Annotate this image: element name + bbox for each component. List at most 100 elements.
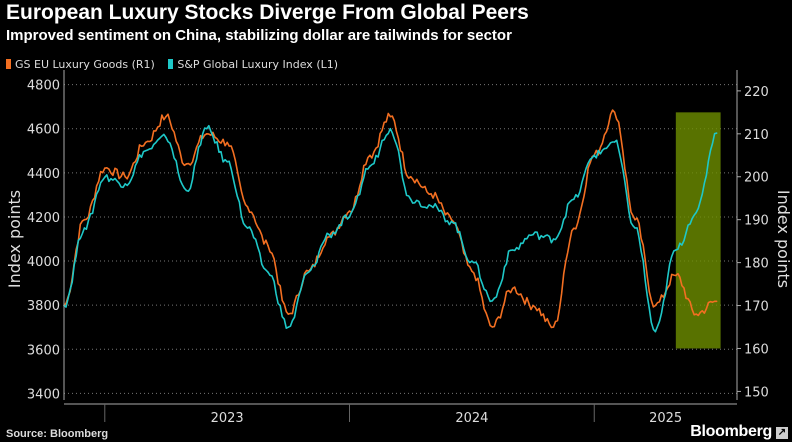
series-0-point-18 (430, 193, 432, 195)
series-0-point-11 (287, 313, 290, 315)
series-0-point-9 (246, 206, 249, 208)
y-tick-left-4600: 4600 (27, 123, 60, 138)
series-1-point-18 (430, 205, 432, 207)
series-1-point-17 (409, 198, 412, 201)
series-line-0 (63, 109, 717, 329)
chart-subtitle: Improved sentiment on China, stabilizing… (6, 27, 512, 44)
series-0-point-23 (532, 304, 534, 307)
series-0-point-7 (206, 133, 208, 135)
bloomberg-mark-icon: ↗ (776, 427, 788, 439)
y-tick-left-4000: 4000 (27, 255, 60, 270)
y-tick-left-3600: 3600 (27, 343, 60, 358)
legend: GS EU Luxury Goods (R1) S&P Global Luxur… (6, 58, 348, 71)
series-1-point-29 (654, 330, 657, 333)
series-1-point-21 (491, 300, 494, 302)
bloomberg-logo: Bloomberg (690, 423, 772, 440)
y-tick-right-210: 210 (744, 128, 769, 143)
series-1-point-22 (511, 249, 514, 251)
y-tick-left-3800: 3800 (27, 299, 60, 314)
series-0-point-29 (654, 304, 657, 307)
series-1-point-15 (369, 165, 371, 167)
series-0-point-24 (552, 326, 555, 328)
series-0-point-3 (124, 175, 126, 178)
series-1-point-27 (613, 141, 616, 143)
series-0-point-25 (573, 227, 575, 230)
series-0-point-10 (267, 244, 269, 247)
series-0-point-31 (695, 313, 697, 315)
series-1-point-7 (206, 127, 208, 130)
series-0-point-17 (409, 175, 412, 178)
series-0-point-6 (185, 163, 188, 165)
y-tick-right-150: 150 (744, 385, 769, 400)
y-tick-left-4200: 4200 (27, 211, 60, 226)
series-1-point-6 (185, 189, 188, 192)
legend-item-sp: S&P Global Luxury Index (L1) (168, 58, 338, 71)
y-tick-right-220: 220 (744, 85, 769, 100)
series-1-point-20 (471, 260, 473, 262)
series-1-point-10 (267, 271, 269, 273)
series-1-point-24 (552, 238, 555, 240)
series-1-point-16 (389, 127, 392, 130)
series-0-point-19 (450, 218, 453, 221)
series-0-point-8 (226, 141, 228, 144)
y-tick-left-4400: 4400 (27, 167, 60, 182)
chart-title: European Luxury Stocks Diverge From Glob… (6, 1, 529, 24)
x-tick-2024: 2024 (455, 411, 488, 426)
series-0-point-20 (471, 270, 473, 273)
series-1-point-28 (634, 227, 636, 229)
legend-item-gs: GS EU Luxury Goods (R1) (6, 58, 158, 71)
series-0-point-28 (634, 218, 636, 221)
series-0-point-1 (83, 218, 86, 221)
series-1-point-11 (287, 326, 290, 329)
series-1-point-12 (307, 271, 310, 273)
series-0-point-27 (613, 111, 616, 114)
highlight-box (675, 112, 721, 349)
y-axis-label-left: Index points (5, 190, 24, 288)
series-1-point-2 (104, 176, 106, 178)
series-layer (63, 109, 718, 333)
series-1-point-30 (675, 249, 677, 251)
y-tick-right-180: 180 (744, 257, 769, 272)
series-1-point-13 (328, 233, 330, 236)
series-1-point-23 (532, 233, 534, 236)
legend-label-sp: S&P Global Luxury Index (L1) (177, 58, 339, 71)
series-1-point-4 (144, 150, 147, 152)
series-0-point-32 (715, 300, 718, 303)
series-0-point-30 (675, 274, 677, 277)
series-line-1 (63, 124, 717, 333)
series-0-point-14 (348, 210, 351, 212)
source-note: Source: Bloomberg (6, 428, 109, 440)
series-1-point-14 (348, 216, 351, 218)
y-tick-right-200: 200 (744, 171, 769, 186)
series-1-point-26 (593, 154, 595, 156)
y-tick-left-3400: 3400 (27, 387, 60, 402)
series-0-point-21 (491, 326, 494, 328)
legend-swatch-gs (6, 59, 11, 69)
series-0-point-2 (104, 167, 106, 169)
series-1-point-19 (450, 220, 453, 223)
x-tick-2025: 2025 (649, 411, 682, 426)
series-1-point-1 (83, 227, 86, 229)
legend-label-gs: GS EU Luxury Goods (R1) (15, 58, 155, 71)
y-tick-left-4800: 4800 (27, 79, 60, 94)
series-1-point-25 (573, 198, 575, 201)
grid (64, 84, 737, 394)
x-tick-2023: 2023 (211, 411, 244, 426)
series-1-point-9 (246, 227, 249, 229)
y-tick-right-170: 170 (744, 300, 769, 315)
series-1-point-5 (165, 136, 167, 139)
series-0-point-15 (369, 154, 371, 157)
series-0-point-16 (389, 115, 392, 118)
y-tick-right-160: 160 (744, 342, 769, 357)
series-0-point-5 (165, 115, 167, 118)
y-tick-right-190: 190 (744, 214, 769, 229)
series-0-point-4 (144, 141, 147, 144)
y-axis-label-right: Index points (774, 190, 792, 288)
series-1-point-31 (695, 211, 697, 214)
series-0-point-22 (511, 287, 514, 290)
series-1-point-3 (124, 183, 126, 185)
legend-swatch-sp (168, 59, 174, 69)
series-1-point-8 (226, 161, 228, 163)
series-1-point-32 (715, 132, 718, 134)
